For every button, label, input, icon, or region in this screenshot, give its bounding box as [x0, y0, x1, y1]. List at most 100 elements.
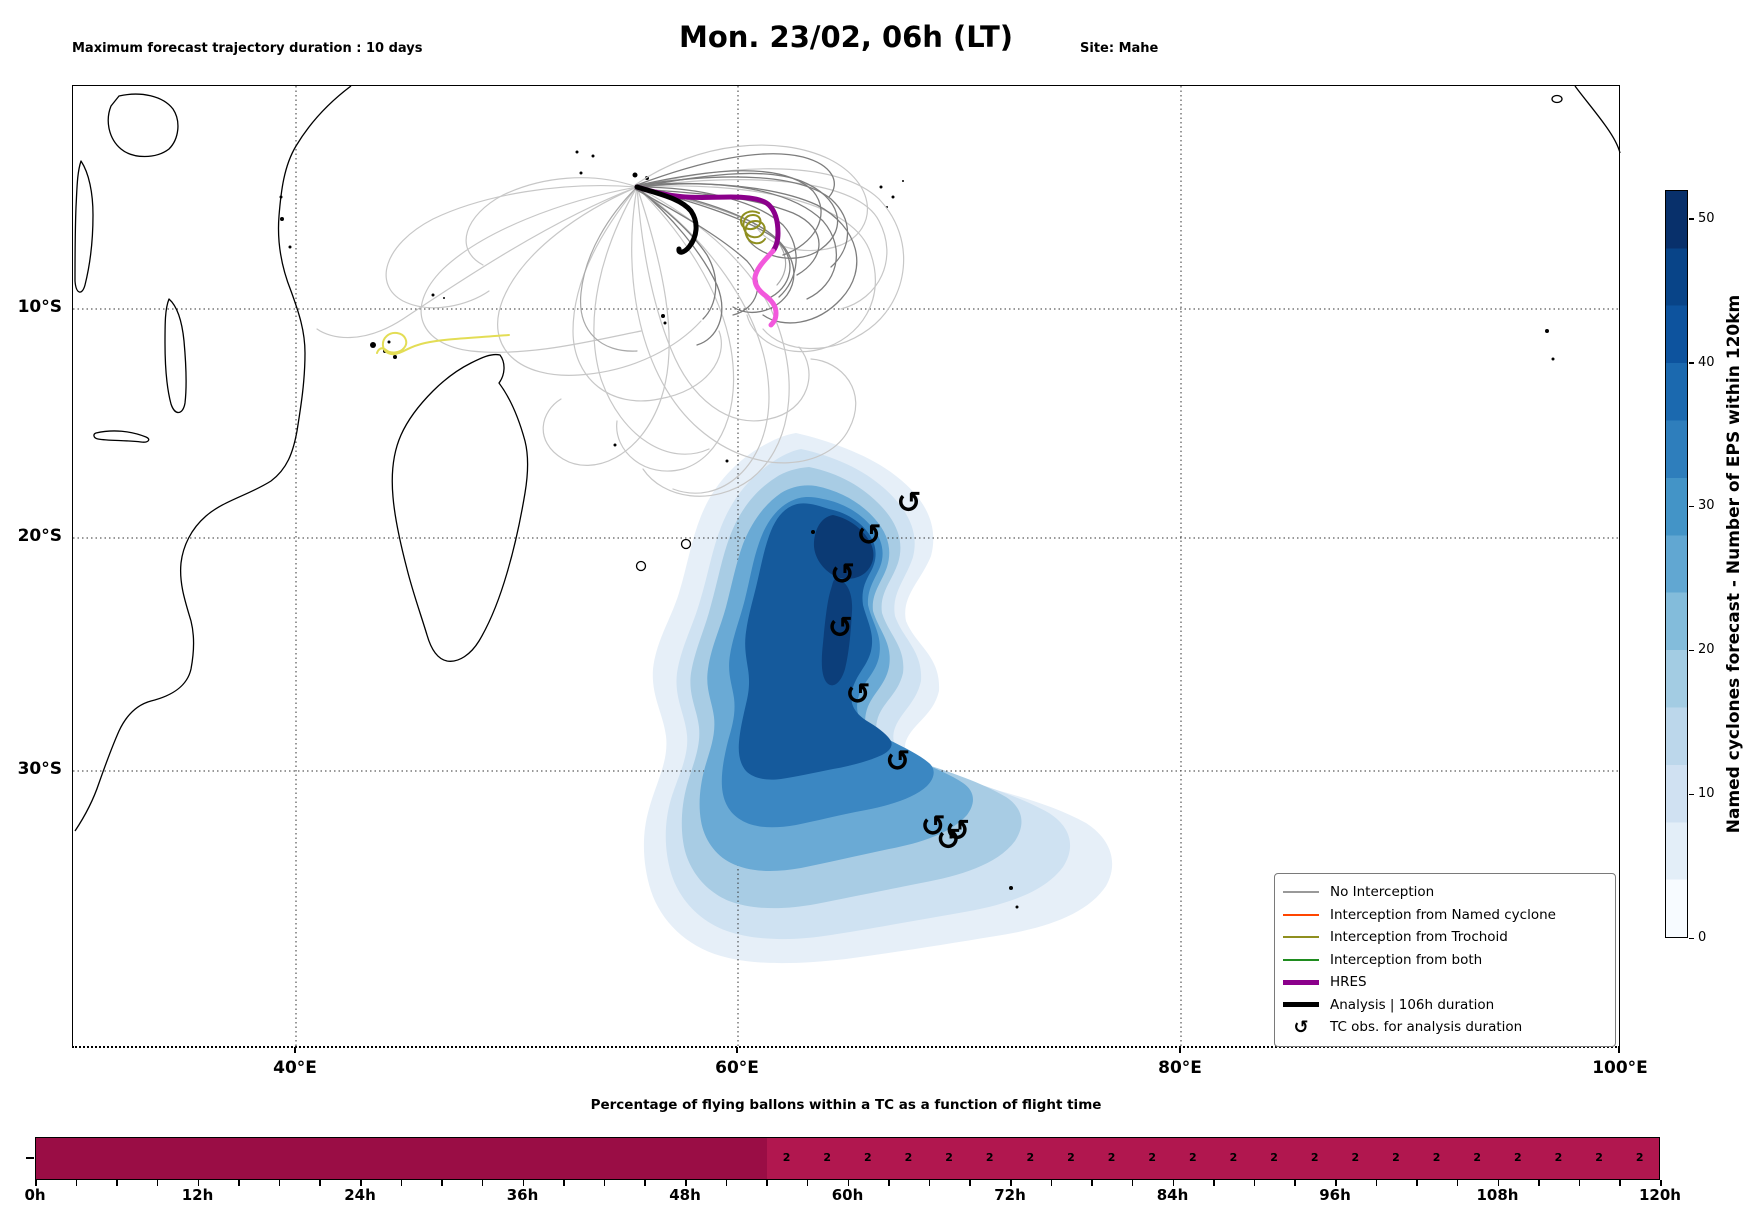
legend-line-swatch [1283, 891, 1319, 894]
tc-observation-markers: ↺↺↺↺↺↺↺↺↺ [828, 486, 970, 858]
timeline-cell-value: 2 [823, 1151, 832, 1164]
timeline-cell-value: 2 [1513, 1151, 1522, 1164]
lon-tick-mark [1179, 1047, 1181, 1053]
timeline-tick-mark [1497, 1180, 1499, 1186]
legend-row: HRES [1283, 971, 1607, 994]
lat-tick-label: 30°S [17, 759, 62, 779]
legend-line [1283, 936, 1319, 939]
hres-track [634, 184, 781, 254]
legend-line-swatch [1283, 958, 1319, 961]
timeline-tick-mark [1010, 1180, 1012, 1186]
svg-text:↺: ↺ [945, 813, 970, 848]
lon-tick-label: 80°E [1158, 1058, 1202, 1078]
svg-text:↺: ↺ [830, 557, 855, 592]
timeline-cell-value: 2 [1270, 1151, 1278, 1164]
trajectories-no-interception-light [316, 144, 905, 497]
timeline-y-tick [26, 1157, 34, 1159]
colorbar-tick-mark [1689, 362, 1694, 364]
timeline-tick-mark [1294, 1180, 1296, 1186]
legend-line [1283, 979, 1319, 985]
timeline-tick-mark [1660, 1180, 1662, 1186]
timeline-tick-label: 12h [181, 1186, 214, 1204]
legend: No Interception Interception from Named … [1274, 873, 1616, 1047]
legend-row: Interception from Trochoid [1283, 926, 1607, 949]
timeline-tick-mark [806, 1180, 809, 1186]
colorbar-tick-label: 50 [1698, 210, 1715, 226]
timeline-cell-value: 2 [1635, 1151, 1644, 1164]
timeline-tick-mark [1050, 1180, 1053, 1186]
svg-text:↺: ↺ [921, 809, 946, 844]
legend-line [1283, 958, 1319, 961]
timeline-tick-label: 36h [506, 1186, 539, 1204]
lake-malawi [164, 298, 187, 414]
colorbar-tick-label: 30 [1698, 498, 1715, 514]
colorbar-tick-label: 0 [1698, 930, 1707, 945]
legend-line [1283, 1002, 1319, 1008]
lat-tick-label: 20°S [17, 526, 62, 546]
timeline-tick-mark [603, 1180, 606, 1186]
legend-row: ↺ TC obs. for analysis duration [1283, 1016, 1607, 1039]
colorbar-tick-mark [1689, 793, 1694, 796]
svg-text:↺: ↺ [896, 486, 921, 521]
legend-row: No Interception [1283, 881, 1607, 904]
legend-row: Interception from both [1283, 949, 1607, 972]
timeline-tick-mark [1172, 1180, 1174, 1186]
svg-text:↺: ↺ [885, 744, 910, 779]
timeline-tick-mark [888, 1180, 890, 1186]
lon-tick-mark [294, 1047, 296, 1053]
timeline-cell-value: 2 [1107, 1151, 1116, 1164]
reunion [635, 560, 647, 572]
svg-text:↺: ↺ [857, 518, 882, 553]
timeline-tick-label: 84h [1156, 1186, 1189, 1204]
header-right-line: Site: Mahe [1080, 41, 1159, 56]
timeline-tick-mark [197, 1180, 199, 1186]
timeline-bar-late-segment [767, 1138, 1659, 1179]
timeline-cell-value: 2 [1554, 1151, 1563, 1164]
timeline-tick-mark [1578, 1180, 1581, 1186]
trajectory-trochoid [739, 210, 766, 245]
timeline-tick-label: 96h [1319, 1186, 1351, 1204]
legend-line-swatch [1283, 913, 1319, 916]
timeline-tick-mark [1335, 1180, 1337, 1186]
timeline-tick-mark [360, 1180, 362, 1186]
timeline-cell-value: 2 [863, 1151, 872, 1164]
timeline-cell-value: 2 [1067, 1151, 1075, 1164]
timeline-cell-value: 2 [1392, 1151, 1400, 1164]
timeline-tick-mark [35, 1180, 37, 1186]
timeline-cell-value: 2 [1432, 1151, 1441, 1164]
timeline-tick-mark [1131, 1180, 1134, 1186]
mauritius [680, 538, 692, 550]
timeline-cell-value: 2 [985, 1151, 994, 1164]
timeline-title: Percentage of flying ballons within a TC… [590, 1097, 1102, 1113]
lat-tick-label: 10°S [17, 297, 62, 317]
timeline-tick-mark [1538, 1180, 1540, 1186]
lake-tanganyika [74, 160, 94, 293]
africa-coast [74, 86, 352, 832]
timeline-cell-value: 2 [782, 1151, 791, 1164]
timeline-tick-mark [1213, 1180, 1215, 1186]
timeline-tick-mark [1091, 1180, 1093, 1186]
timeline-tick-mark [969, 1180, 971, 1186]
page-title: Mon. 23/02, 06h (LT) [678, 20, 1014, 54]
trajectory-yellow-loops [376, 331, 510, 356]
legend-row: Interception from Named cyclone [1283, 904, 1607, 927]
svg-text:↺: ↺ [845, 677, 870, 712]
timeline-cell-value: 2 [945, 1151, 953, 1164]
legend-label: Interception from Trochoid [1330, 929, 1508, 946]
timeline-tick-mark [441, 1180, 443, 1186]
timeline-cell-value: 2 [1229, 1151, 1238, 1164]
colorbar [1665, 190, 1688, 938]
legend-line-swatch [1283, 979, 1319, 985]
sumatra-tip [1574, 86, 1621, 154]
timeline-bar [35, 1137, 1660, 1180]
timeline-cell-value: 2 [1026, 1151, 1035, 1164]
legend-label: Interception from Named cyclone [1330, 906, 1556, 923]
timeline-tick-mark [685, 1180, 687, 1186]
hres-track-tail [752, 248, 779, 328]
timeline-tick-mark [766, 1180, 768, 1186]
svg-text:↺: ↺ [936, 823, 961, 858]
colorbar-tick-mark [1689, 937, 1694, 939]
timeline-tick-label: 48h [669, 1186, 701, 1204]
lake-victoria [107, 93, 179, 158]
